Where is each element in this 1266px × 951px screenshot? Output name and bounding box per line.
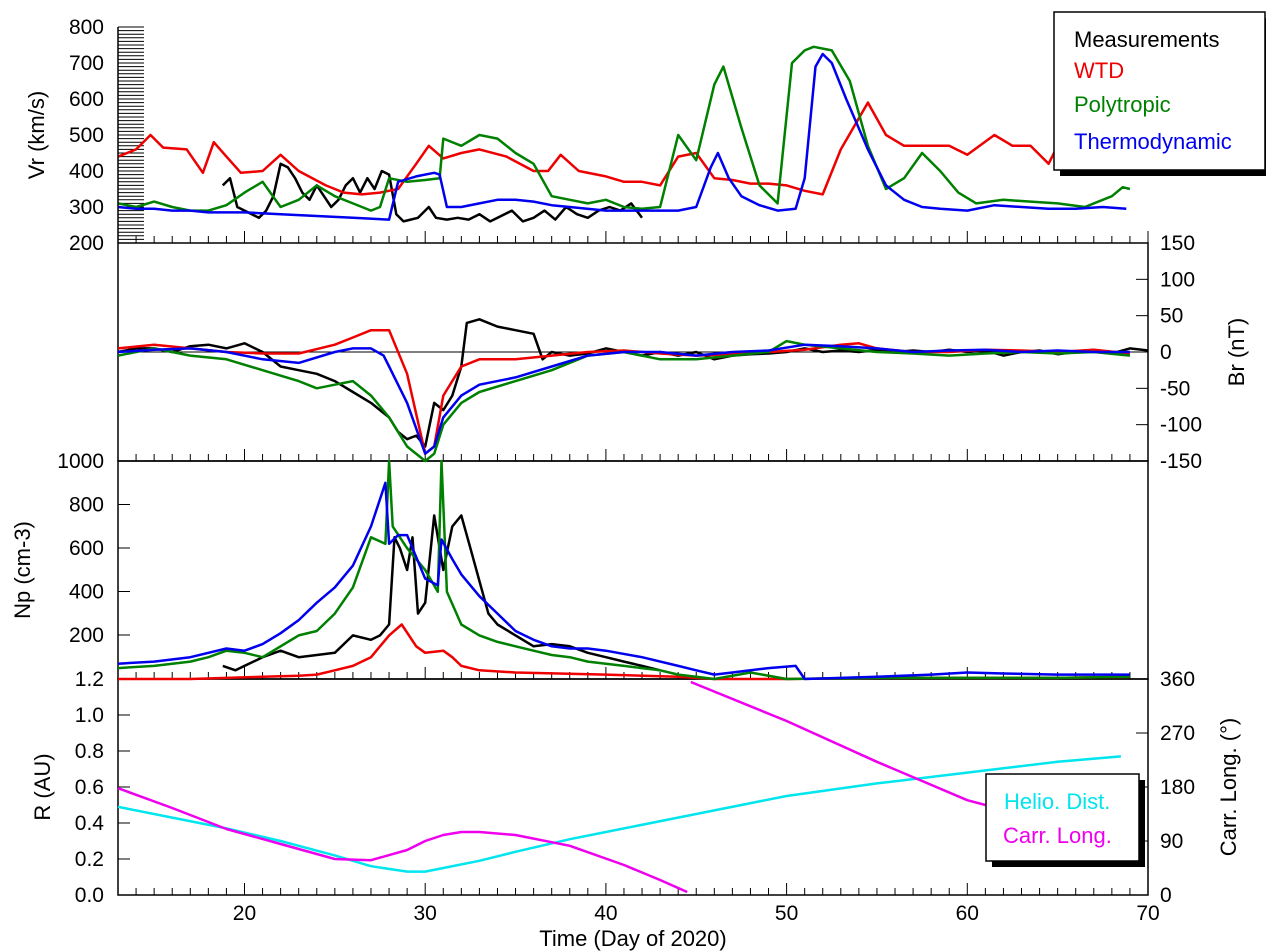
x-tick-label: 60 bbox=[956, 902, 979, 925]
orbit-y-tick-label: 1.2 bbox=[75, 668, 104, 691]
axis-ticks bbox=[117, 26, 1149, 896]
legend-label-measurements: Measurements bbox=[1074, 27, 1220, 52]
x-tick-label: 40 bbox=[594, 902, 617, 925]
density-y-tick-label: 400 bbox=[69, 581, 104, 604]
x-tick-labels: 20 30 40 50 60 70 bbox=[233, 902, 1160, 925]
orbit-right-y-tick-label: 360 bbox=[1160, 668, 1195, 691]
speed-y-tick-label: 700 bbox=[69, 52, 104, 75]
legend-label-thermodynamic: Thermodynamic bbox=[1074, 129, 1232, 154]
legend-label-helio-dist: Helio. Dist. bbox=[1004, 789, 1110, 814]
speed-polytropic-line bbox=[117, 45, 1131, 212]
field-y-tick-label: -50 bbox=[1160, 377, 1190, 400]
field-y-tick-label: 150 bbox=[1160, 232, 1195, 255]
field-y-tick-labels: 150 100 50 0 -50 -100 -150 bbox=[1160, 232, 1202, 473]
speed-y-tick-labels: 800 700 600 500 400 300 200 bbox=[69, 16, 104, 255]
orbit-carr_long-line bbox=[117, 680, 986, 894]
orbit-y-tick-label: 1.0 bbox=[75, 704, 104, 727]
orbit-y-axis-label: R (AU) bbox=[30, 753, 55, 820]
speed-y-tick-label: 300 bbox=[69, 196, 104, 219]
x-tick-label: 30 bbox=[414, 902, 437, 925]
x-tick-label: 70 bbox=[1136, 902, 1159, 925]
speed-y-tick-label: 800 bbox=[69, 16, 104, 39]
x-tick-label: 50 bbox=[775, 902, 798, 925]
density-y-tick-label: 1000 bbox=[57, 450, 104, 473]
field-polytropic-line bbox=[117, 339, 1131, 463]
field-measurements-line bbox=[117, 318, 1149, 448]
density-thermodynamic-line bbox=[117, 481, 1130, 681]
orbit-helio_dist-line bbox=[117, 755, 1122, 873]
density-y-tick-label: 600 bbox=[69, 537, 104, 560]
series-layer bbox=[117, 45, 1149, 894]
density-wtd-line bbox=[118, 623, 1130, 681]
field-y-axis-label: Br (nT) bbox=[1224, 318, 1249, 386]
orbit-right-y-tick-label: 180 bbox=[1160, 776, 1195, 799]
speed-measurements-line bbox=[221, 162, 643, 223]
legend-top: Measurements WTD Polytropic Thermodynami… bbox=[1053, 11, 1266, 176]
orbit-y-tick-label: 0.2 bbox=[75, 848, 104, 871]
orbit-y-tick-label: 0.6 bbox=[75, 776, 104, 799]
orbit-right-y-tick-labels: 360 270 180 90 0 bbox=[1160, 668, 1195, 907]
field-y-tick-label: -150 bbox=[1160, 450, 1202, 473]
field-thermodynamic-line bbox=[117, 343, 1130, 455]
density-y-tick-label: 800 bbox=[69, 494, 104, 517]
density-panel-frame bbox=[117, 460, 1149, 680]
legend-bottom: Helio. Dist. Carr. Long. bbox=[985, 773, 1145, 867]
legend-label-polytropic: Polytropic bbox=[1074, 92, 1171, 117]
orbit-y-tick-label: 0.8 bbox=[75, 740, 104, 763]
density-y-tick-labels: 1000 800 600 400 200 bbox=[57, 450, 104, 647]
field-y-tick-label: 0 bbox=[1160, 341, 1172, 364]
legend-label-carr-long: Carr. Long. bbox=[1003, 823, 1112, 848]
x-axis-label: Time (Day of 2020) bbox=[539, 926, 726, 951]
density-polytropic-line bbox=[117, 459, 1130, 681]
speed-y-tick-label: 200 bbox=[69, 232, 104, 255]
speed-y-tick-label: 500 bbox=[69, 124, 104, 147]
density-y-axis-label: Np (cm-3) bbox=[10, 521, 35, 619]
orbit-y-tick-label: 0.4 bbox=[75, 812, 105, 835]
density-measurements-line bbox=[222, 514, 661, 672]
field-y-tick-label: 50 bbox=[1160, 305, 1183, 328]
field-y-tick-label: 100 bbox=[1160, 268, 1195, 291]
orbit-y-tick-label: 0.0 bbox=[75, 884, 104, 907]
density-y-tick-label: 200 bbox=[69, 624, 104, 647]
orbit-right-y-tick-label: 90 bbox=[1160, 830, 1183, 853]
speed-wtd-line bbox=[117, 101, 1059, 196]
x-tick-label: 20 bbox=[233, 902, 256, 925]
speed-y-axis-label: Vr (km/s) bbox=[24, 91, 49, 179]
speed-y-tick-label: 400 bbox=[69, 160, 104, 183]
speed-thermodynamic-line bbox=[117, 52, 1127, 221]
legend-label-wtd: WTD bbox=[1074, 58, 1124, 83]
speed-y-tick-label: 600 bbox=[69, 88, 104, 111]
orbit-right-y-tick-label: 270 bbox=[1160, 722, 1195, 745]
orbit-y-tick-labels: 1.2 1.0 0.8 0.6 0.4 0.2 0.0 bbox=[75, 668, 105, 907]
orbit-right-y-tick-label: 0 bbox=[1160, 884, 1172, 907]
orbit-right-y-axis-label: Carr. Long. (°) bbox=[1216, 718, 1241, 856]
field-y-tick-label: -100 bbox=[1160, 414, 1202, 437]
